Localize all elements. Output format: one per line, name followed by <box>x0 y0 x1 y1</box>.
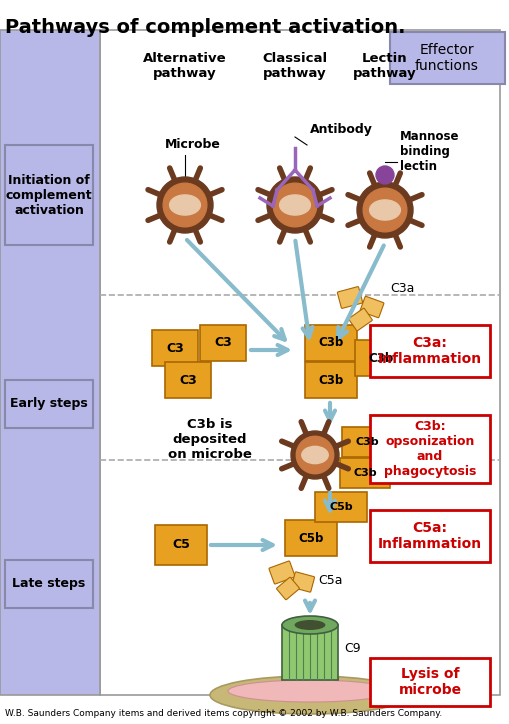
Text: C3: C3 <box>166 342 184 355</box>
Ellipse shape <box>301 447 328 463</box>
FancyBboxPatch shape <box>337 287 362 308</box>
Ellipse shape <box>294 620 325 630</box>
Text: C5: C5 <box>172 539 189 552</box>
Bar <box>165 362 211 398</box>
Bar <box>342 427 391 457</box>
Circle shape <box>157 177 213 233</box>
Bar <box>100 30 499 695</box>
FancyBboxPatch shape <box>359 296 383 318</box>
Bar <box>5 560 93 608</box>
Text: Lectin
pathway: Lectin pathway <box>353 52 416 80</box>
Text: C5a: C5a <box>318 573 342 586</box>
Ellipse shape <box>169 195 200 215</box>
Bar <box>155 525 207 565</box>
Circle shape <box>273 183 316 227</box>
Bar <box>354 340 406 376</box>
FancyBboxPatch shape <box>291 572 314 592</box>
Ellipse shape <box>210 676 409 714</box>
FancyBboxPatch shape <box>348 308 372 331</box>
Text: C3a:
Inflammation: C3a: Inflammation <box>377 336 481 366</box>
Bar <box>152 330 197 366</box>
Bar <box>369 415 489 483</box>
Bar <box>369 510 489 562</box>
Circle shape <box>163 183 207 227</box>
Ellipse shape <box>281 616 337 634</box>
Text: C3b is
deposited
on microbe: C3b is deposited on microbe <box>168 418 251 461</box>
Text: Pathways of complement activation.: Pathways of complement activation. <box>5 18 405 37</box>
Text: Early steps: Early steps <box>10 397 88 411</box>
Text: C3b: C3b <box>318 337 343 350</box>
Text: C3b:
opsonization
and
phagocytosis: C3b: opsonization and phagocytosis <box>383 420 475 478</box>
Bar <box>285 520 336 556</box>
Text: W.B. Saunders Company items and derived items copyright © 2002 by W.B. Saunders : W.B. Saunders Company items and derived … <box>5 710 441 718</box>
Text: C3b: C3b <box>353 468 376 478</box>
Circle shape <box>291 431 338 479</box>
Text: C5b: C5b <box>328 502 352 512</box>
Text: C3b: C3b <box>318 374 343 387</box>
Bar <box>389 32 504 84</box>
Text: Antibody: Antibody <box>309 124 372 137</box>
Bar <box>281 625 337 680</box>
Ellipse shape <box>281 673 337 687</box>
Bar <box>0 30 100 695</box>
Text: Microbe: Microbe <box>165 138 220 151</box>
Text: C3a: C3a <box>389 282 414 295</box>
Text: Effector
functions: Effector functions <box>414 43 478 73</box>
Text: C3: C3 <box>214 337 232 350</box>
Text: C3: C3 <box>179 374 196 387</box>
Text: C9: C9 <box>344 641 360 654</box>
Text: Late steps: Late steps <box>12 578 86 591</box>
Bar <box>304 325 356 361</box>
Bar <box>340 458 389 488</box>
Circle shape <box>375 166 393 184</box>
FancyBboxPatch shape <box>276 577 299 599</box>
Bar <box>369 658 489 706</box>
Ellipse shape <box>228 680 391 702</box>
Text: C3b: C3b <box>367 351 393 364</box>
Circle shape <box>356 182 412 238</box>
Text: Initiation of
complement
activation: Initiation of complement activation <box>6 174 92 216</box>
Text: Alternative
pathway: Alternative pathway <box>143 52 227 80</box>
Bar <box>200 325 245 361</box>
Text: C5b: C5b <box>298 531 323 544</box>
Circle shape <box>267 177 322 233</box>
Bar <box>315 492 366 522</box>
Text: C5a:
Inflammation: C5a: Inflammation <box>377 521 481 551</box>
Bar <box>5 380 93 428</box>
Text: Lysis of
microbe: Lysis of microbe <box>398 667 461 697</box>
Ellipse shape <box>279 195 310 215</box>
FancyBboxPatch shape <box>268 561 294 584</box>
Circle shape <box>296 437 333 473</box>
Bar <box>369 325 489 377</box>
Ellipse shape <box>369 200 400 220</box>
Bar <box>5 145 93 245</box>
Text: C3b: C3b <box>354 437 378 447</box>
Text: Mannose
binding
lectin: Mannose binding lectin <box>399 130 459 174</box>
Bar <box>304 362 356 398</box>
Circle shape <box>362 188 406 232</box>
Text: Classical
pathway: Classical pathway <box>262 52 327 80</box>
